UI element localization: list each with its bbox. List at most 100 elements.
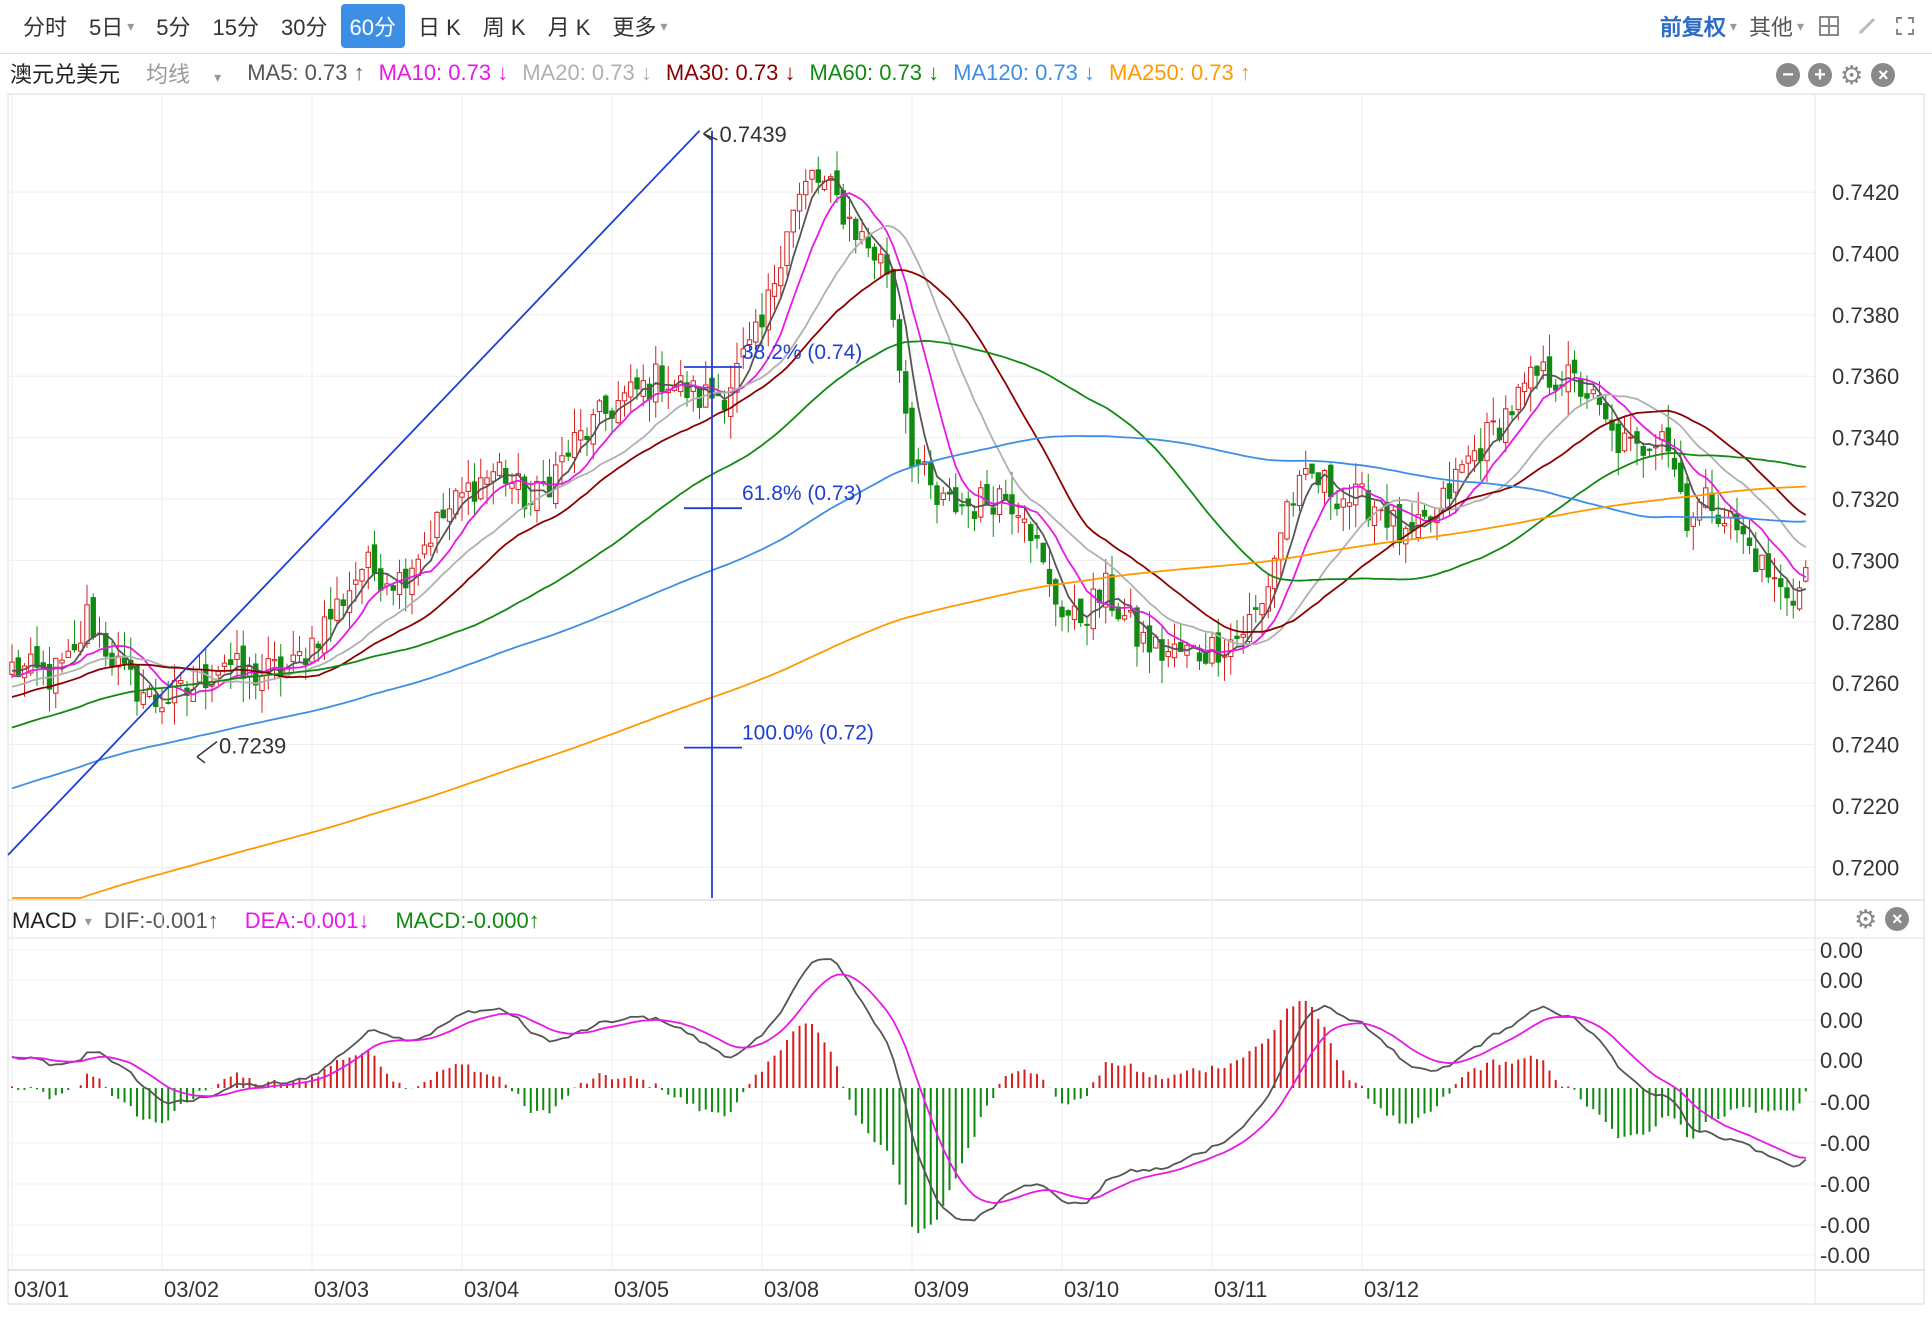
x-tick-label: 03/04 [464, 1277, 519, 1302]
adjust-dropdown[interactable]: 前复权 ▾ [1660, 10, 1737, 42]
right-tools: 前复权 ▾ 其他 ▾ [1660, 0, 1918, 52]
candle-body [1771, 577, 1778, 580]
price-tick-label: 0.7240 [1832, 733, 1899, 758]
candle-body [134, 665, 140, 702]
candle-body [309, 637, 315, 663]
candle-body [1615, 423, 1621, 454]
candle-body [846, 216, 853, 219]
high-arrow [703, 127, 718, 141]
candle-body [784, 231, 790, 267]
ma10-line [11, 192, 1807, 696]
candle-body [1490, 420, 1496, 423]
candle-body [1678, 462, 1684, 493]
candle-body [1021, 518, 1028, 523]
fullscreen-icon[interactable] [1892, 13, 1918, 39]
candle-body [490, 471, 496, 482]
chevron-down-icon: ▾ [1796, 17, 1804, 34]
candle-body [59, 659, 65, 664]
candle-body [1196, 652, 1203, 662]
gear-icon[interactable]: ⚙ [1840, 60, 1864, 90]
candle-body [178, 680, 184, 684]
candle-body [1065, 610, 1071, 616]
tab-60min[interactable]: 60分 [340, 4, 405, 48]
candle-body [978, 487, 984, 518]
ma60-label: MA60: 0.73 ↓ [809, 60, 940, 85]
symbol-name: 澳元兑美元 [10, 62, 121, 87]
candle-body [1259, 603, 1265, 616]
ma120-label: MA120: 0.73 ↓ [953, 60, 1096, 85]
candle-body [1534, 365, 1540, 376]
candle-body [1690, 516, 1696, 527]
candle-body [1103, 572, 1109, 608]
candle-body [1371, 506, 1378, 526]
other-dropdown[interactable]: 其他 ▾ [1749, 10, 1804, 42]
add-icon[interactable]: + [1808, 63, 1832, 87]
candle-body [1621, 432, 1628, 452]
candle-body [146, 687, 153, 698]
candle-body [1334, 503, 1340, 510]
tab-5day[interactable]: 5日 ▾ [80, 4, 143, 48]
high-price-label: 0.7439 [720, 122, 787, 147]
candle-body [1053, 579, 1059, 605]
candle-body [1309, 463, 1315, 474]
candle-body [1471, 450, 1478, 462]
ma-type-label: 均线 [146, 62, 191, 87]
macd-tick-label: 0.00 [1820, 938, 1863, 963]
close-icon[interactable]: × [1871, 63, 1896, 87]
candle-body [1609, 419, 1615, 431]
ma-type-dropdown[interactable]: 均线 ▾ [146, 57, 235, 89]
draw-pen-icon[interactable] [1854, 13, 1880, 39]
trend-line [7, 130, 701, 856]
dea-label: DEA:-0.001↓ [244, 908, 370, 933]
dif-line [11, 958, 1807, 1222]
ma120-line [11, 435, 1806, 790]
toolbar-divider [0, 53, 1932, 54]
candle-body [728, 387, 734, 417]
gear-icon[interactable]: ⚙ [1854, 904, 1878, 934]
candle-body [71, 644, 78, 651]
close-icon[interactable]: × [1885, 907, 1910, 931]
candle-body [421, 544, 428, 555]
candle-body [1746, 537, 1753, 547]
tab-5min[interactable]: 5分 [156, 15, 191, 40]
minimize-icon[interactable]: − [1776, 63, 1800, 87]
candle-body [571, 432, 578, 459]
candle-body [953, 487, 959, 513]
grid-icon[interactable] [1816, 13, 1842, 39]
candle-body [1090, 588, 1096, 630]
candle-body [1271, 557, 1278, 590]
candle-body [790, 209, 796, 233]
tab-daily-k[interactable]: 日 K [418, 15, 461, 40]
tab-15min[interactable]: 15分 [212, 15, 260, 40]
candle-body [228, 659, 234, 666]
macd-tick-label: -0.00 [1820, 1213, 1870, 1238]
candle-body [621, 392, 628, 402]
candle-body [1165, 651, 1171, 658]
chevron-down-icon: ▾ [1729, 17, 1737, 34]
candle-body [1646, 448, 1653, 451]
tab-30min[interactable]: 30分 [281, 15, 328, 40]
tab-weekly-k[interactable]: 周 K [482, 15, 526, 40]
candle-body [1515, 386, 1521, 410]
candle-body [990, 507, 996, 515]
candle-body [971, 511, 978, 520]
chevron-down-icon[interactable]: ▾ [84, 912, 92, 929]
candle-body [1790, 600, 1796, 606]
candle-body [740, 348, 746, 358]
macd-label: MACD:-0.000↑ [395, 908, 540, 933]
tab-5day-label: 5日 [89, 15, 124, 40]
tab-timeshare[interactable]: 分时 [23, 15, 68, 40]
dif-label: DIF:-0.001↑ [103, 908, 219, 933]
candle-body [1603, 402, 1609, 420]
fib-level-label: 100.0% (0.72) [742, 722, 874, 745]
tab-more[interactable]: 更多 ▾ [603, 4, 676, 48]
candle-body [1234, 635, 1240, 639]
candle-body [946, 491, 953, 495]
candle-body [1146, 625, 1153, 653]
candle-body [559, 455, 565, 463]
candle-body [440, 509, 446, 519]
candle-body [140, 692, 146, 705]
tab-monthly-k[interactable]: 月 K [547, 15, 591, 40]
candle-body [903, 371, 909, 414]
